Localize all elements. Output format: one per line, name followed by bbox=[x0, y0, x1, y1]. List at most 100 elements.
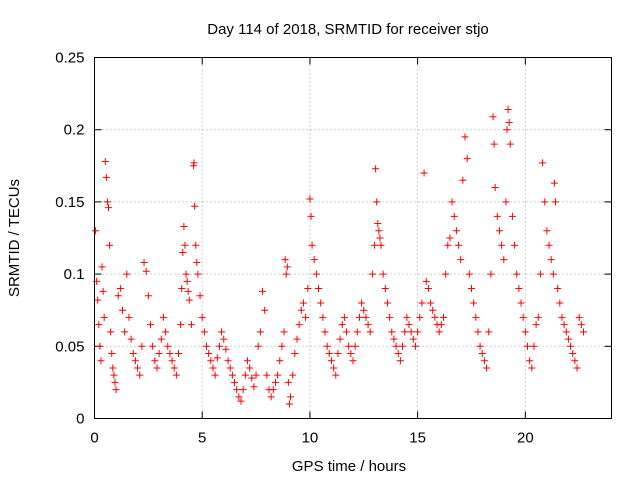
data-point bbox=[149, 342, 157, 350]
data-point bbox=[338, 321, 346, 329]
data-point bbox=[297, 306, 305, 314]
data-point bbox=[263, 371, 271, 379]
data-point bbox=[295, 321, 303, 329]
data-point bbox=[493, 212, 501, 220]
gridlines bbox=[94, 57, 612, 419]
data-point bbox=[207, 357, 215, 365]
data-point bbox=[491, 183, 499, 191]
x-tick-label: 15 bbox=[409, 430, 426, 447]
data-point bbox=[170, 364, 178, 372]
data-point bbox=[549, 270, 557, 278]
data-point bbox=[470, 299, 478, 307]
data-point bbox=[414, 328, 422, 336]
data-point bbox=[276, 357, 284, 365]
data-point bbox=[373, 198, 381, 206]
data-point bbox=[111, 378, 119, 386]
data-point bbox=[506, 140, 514, 148]
data-point bbox=[112, 386, 120, 394]
data-point bbox=[231, 378, 239, 386]
data-point bbox=[220, 335, 228, 343]
data-point bbox=[283, 263, 291, 271]
data-point bbox=[556, 299, 564, 307]
data-point bbox=[110, 371, 118, 379]
data-point bbox=[108, 350, 116, 358]
x-tick-label: 10 bbox=[302, 430, 319, 447]
data-point bbox=[508, 212, 516, 220]
data-point bbox=[306, 195, 314, 203]
data-point bbox=[511, 241, 519, 249]
data-point bbox=[196, 292, 204, 300]
data-point bbox=[237, 397, 245, 405]
data-points bbox=[92, 105, 587, 408]
data-point bbox=[172, 371, 180, 379]
data-point bbox=[162, 328, 170, 336]
data-point bbox=[521, 328, 529, 336]
data-point bbox=[439, 313, 447, 321]
data-point bbox=[325, 350, 333, 358]
data-point bbox=[209, 364, 217, 372]
data-point bbox=[377, 241, 385, 249]
y-tick-label: 0.25 bbox=[55, 50, 84, 67]
data-point bbox=[495, 227, 503, 235]
data-point bbox=[215, 342, 223, 350]
data-point bbox=[442, 270, 450, 278]
data-point bbox=[483, 364, 491, 372]
data-point bbox=[536, 270, 544, 278]
data-point bbox=[226, 364, 234, 372]
data-point bbox=[157, 335, 165, 343]
data-point bbox=[107, 328, 115, 336]
data-point bbox=[551, 198, 559, 206]
data-point bbox=[416, 313, 424, 321]
y-tick-label: 0.15 bbox=[55, 194, 84, 211]
data-point bbox=[200, 328, 208, 336]
data-point bbox=[543, 227, 551, 235]
data-point bbox=[267, 393, 275, 401]
data-point bbox=[319, 313, 327, 321]
data-point bbox=[181, 241, 189, 249]
data-point bbox=[119, 306, 127, 314]
data-point bbox=[364, 321, 372, 329]
data-point bbox=[187, 321, 195, 329]
data-point bbox=[478, 350, 486, 358]
data-point bbox=[490, 140, 498, 148]
data-point bbox=[312, 270, 320, 278]
axis-ticks: 0 0.05 0.1 0.15 0.2 0.25 0 5 10 15 20 bbox=[55, 50, 612, 447]
data-point bbox=[407, 328, 415, 336]
data-point bbox=[129, 350, 137, 358]
data-point bbox=[420, 169, 428, 177]
data-point bbox=[351, 342, 359, 350]
data-point bbox=[175, 350, 183, 358]
data-point bbox=[564, 335, 572, 343]
data-point bbox=[575, 313, 583, 321]
data-point bbox=[489, 113, 497, 121]
data-point bbox=[179, 248, 187, 256]
data-point bbox=[394, 350, 402, 358]
data-point bbox=[567, 342, 575, 350]
data-point bbox=[487, 270, 495, 278]
data-point bbox=[530, 342, 538, 350]
y-axis-label: SRMTID / TECUs bbox=[6, 179, 23, 297]
data-point bbox=[190, 159, 198, 167]
data-point bbox=[330, 364, 338, 372]
data-point bbox=[256, 328, 264, 336]
data-point bbox=[429, 306, 437, 314]
y-tick-label: 0.2 bbox=[64, 122, 85, 139]
data-point bbox=[293, 335, 301, 343]
data-point bbox=[125, 313, 133, 321]
data-point bbox=[353, 328, 361, 336]
data-point bbox=[182, 270, 190, 278]
data-point bbox=[467, 285, 475, 293]
data-point bbox=[457, 256, 465, 264]
data-point bbox=[184, 287, 192, 295]
data-point bbox=[321, 328, 329, 336]
data-point bbox=[431, 313, 439, 321]
data-point bbox=[485, 328, 493, 336]
data-point bbox=[109, 364, 117, 372]
data-point bbox=[334, 350, 342, 358]
data-point bbox=[349, 357, 357, 365]
data-point bbox=[254, 342, 262, 350]
data-point bbox=[418, 299, 426, 307]
data-point bbox=[435, 328, 443, 336]
y-tick-label: 0.1 bbox=[64, 266, 85, 283]
